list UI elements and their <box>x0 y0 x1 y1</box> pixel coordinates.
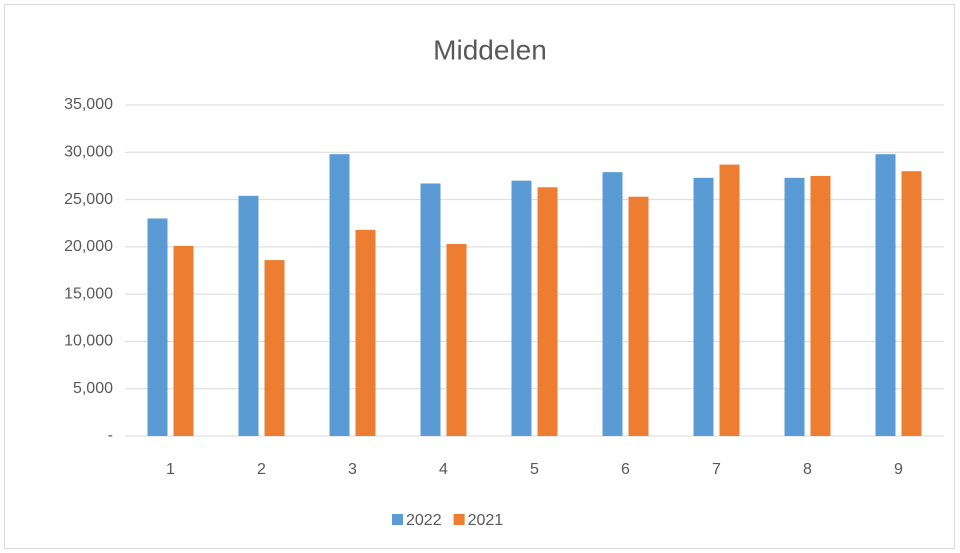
x-tick-label: 5 <box>530 461 539 478</box>
x-tick-label: 3 <box>348 461 357 478</box>
bar <box>810 175 831 436</box>
legend-label: 2021 <box>468 512 504 529</box>
y-tick-label: 25,000 <box>64 191 113 208</box>
y-tick-label: 5,000 <box>73 380 113 397</box>
bar <box>784 177 805 436</box>
bar <box>147 218 168 436</box>
bar <box>628 196 649 436</box>
bar <box>173 245 194 436</box>
y-tick-label: 35,000 <box>64 96 113 113</box>
x-tick-label: 1 <box>166 461 175 478</box>
bar <box>446 244 467 436</box>
bar <box>693 177 714 436</box>
y-tick-label: 10,000 <box>64 333 113 350</box>
bar <box>875 154 896 437</box>
x-tick-label: 6 <box>621 461 630 478</box>
y-tick-label: - <box>108 427 113 444</box>
legend-label: 2022 <box>406 512 442 529</box>
x-tick-label: 2 <box>257 461 266 478</box>
legend-swatch <box>392 514 403 525</box>
bar <box>238 195 259 436</box>
bar <box>264 260 285 436</box>
bar <box>602 172 623 436</box>
bar <box>511 180 532 436</box>
legend-swatch <box>453 514 465 525</box>
y-tick-label: 20,000 <box>64 238 113 255</box>
x-tick-label: 8 <box>803 461 812 478</box>
bar <box>420 183 441 436</box>
x-tick-label: 7 <box>712 461 721 478</box>
bar <box>719 164 740 436</box>
chart-title: Middelen <box>433 34 547 65</box>
bar <box>329 154 350 437</box>
bar <box>901 171 922 436</box>
y-tick-label: 15,000 <box>64 285 113 302</box>
x-tick-label: 4 <box>439 461 448 478</box>
bar <box>537 187 558 436</box>
x-tick-label: 9 <box>894 461 903 478</box>
bar <box>355 229 376 436</box>
y-tick-label: 30,000 <box>64 144 113 161</box>
